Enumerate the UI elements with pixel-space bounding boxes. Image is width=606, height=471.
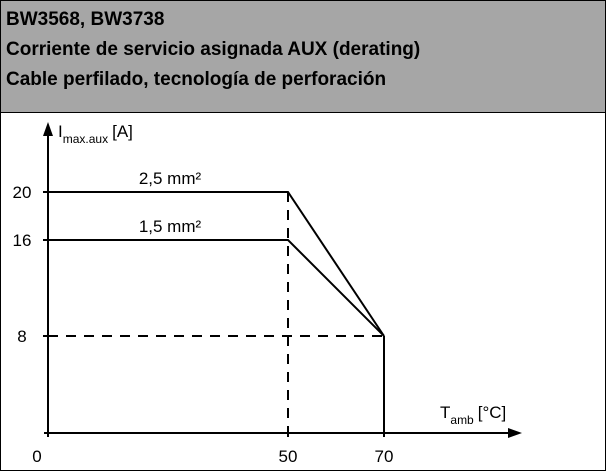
x-label-sub: amb — [450, 413, 474, 427]
y-tick-label: 8 — [17, 327, 26, 346]
series-line — [48, 239, 385, 337]
y-tick-label: 16 — [13, 231, 32, 250]
x-axis-label: Tamb [°C] — [440, 403, 506, 427]
series-line — [48, 191, 385, 337]
series-label: 1,5 mm² — [139, 217, 202, 236]
y-label-main: I — [58, 122, 63, 141]
x-label-main: T — [440, 403, 450, 422]
title-line: Corriente de servicio asignada AUX (dera… — [6, 39, 420, 60]
title-line: BW3568, BW3738 — [6, 9, 164, 30]
x-tick-label: 50 — [279, 447, 298, 466]
y-arrow — [43, 122, 53, 136]
title-line: Cable perfilado, tecnología de perforaci… — [6, 69, 386, 90]
x-tick-label: 70 — [375, 447, 394, 466]
x-arrow — [508, 428, 522, 438]
y-label-sub: max.aux — [63, 132, 108, 146]
header — [0, 0, 606, 113]
series-label: 2,5 mm² — [139, 169, 202, 188]
y-label-unit: [A] — [112, 122, 133, 141]
y-axis-label: Imax.aux [A] — [58, 122, 133, 146]
y-tick-label: 20 — [13, 183, 32, 202]
x-label-unit: [°C] — [478, 403, 507, 422]
x-tick-label: 0 — [32, 447, 41, 466]
